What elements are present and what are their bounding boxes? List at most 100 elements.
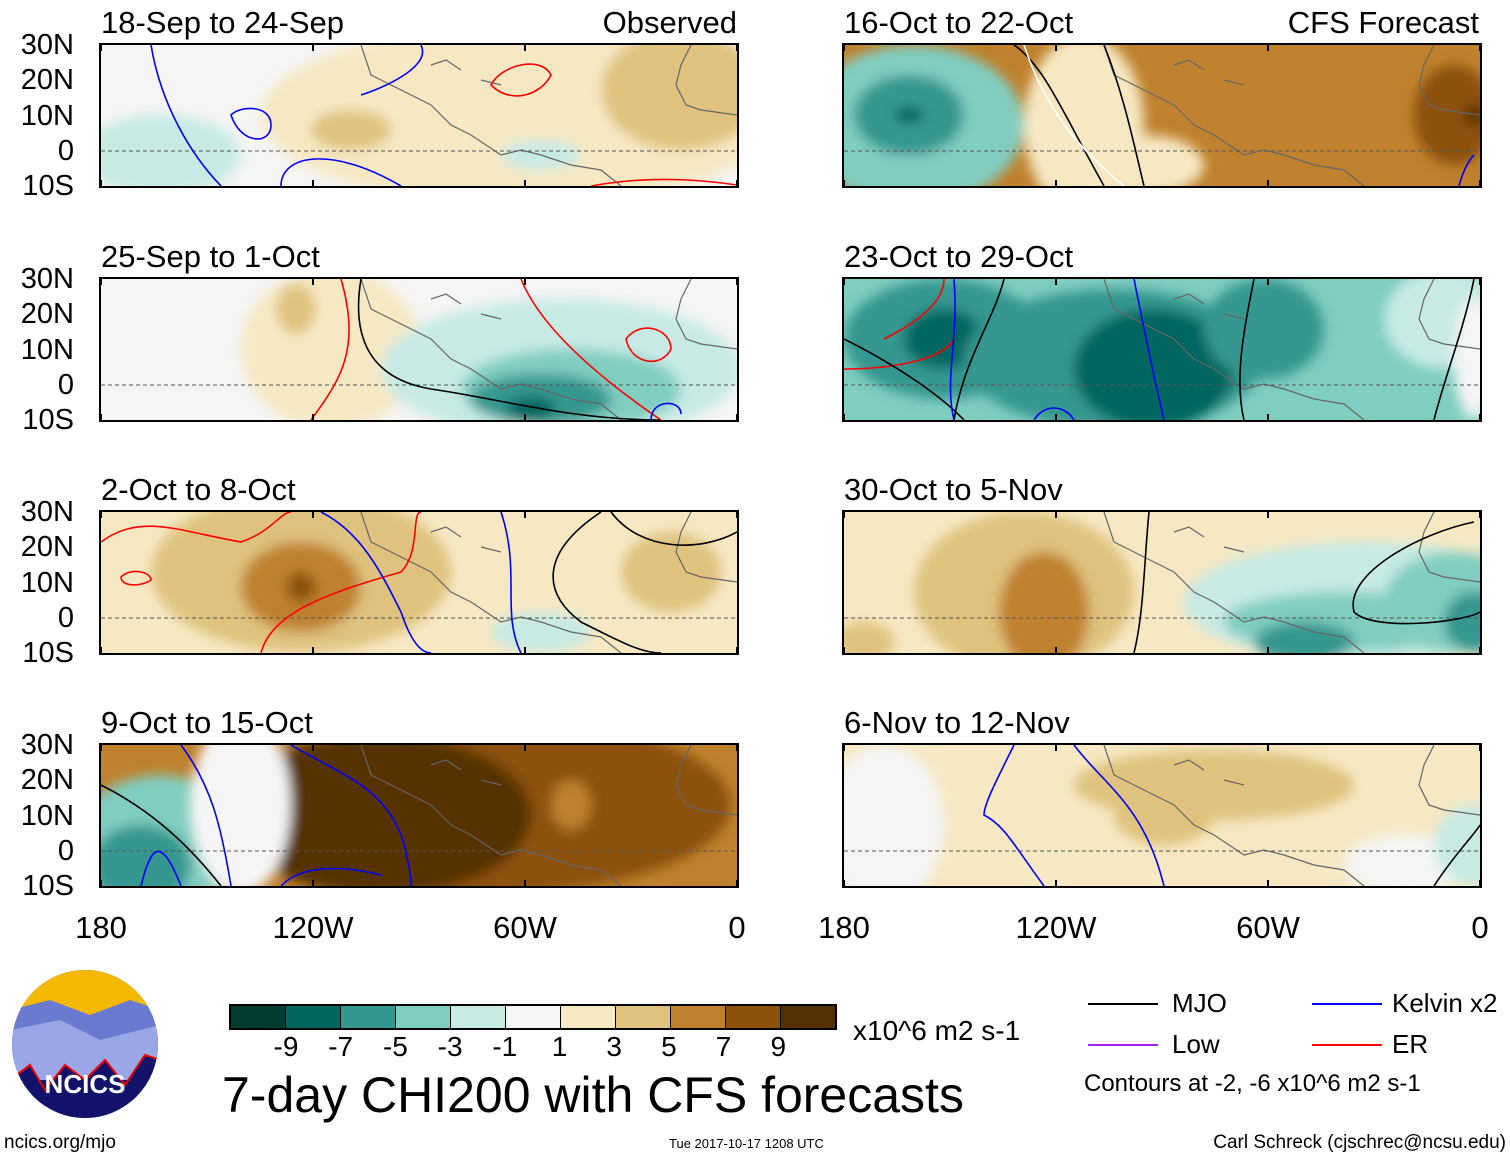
wave-contour (552, 512, 662, 653)
wave-contour (280, 158, 402, 186)
wave-contour (280, 867, 382, 886)
lat-label: 10S (22, 870, 74, 903)
wave-contour (260, 512, 422, 653)
lat-label: 30N (20, 496, 74, 528)
footer-url[interactable]: ncics.org/mjo (4, 1132, 116, 1153)
chi200-anomaly-region (1414, 65, 1480, 165)
lat-label: 20N (20, 298, 74, 331)
lon-label: 120W (1015, 910, 1097, 945)
chi200-anomaly-region (601, 45, 737, 150)
colorbar-tick-label: 5 (661, 1031, 677, 1062)
footer-author: Carl Schreck (cjschrec@ncsu.edu) (1213, 1132, 1506, 1153)
wave-contour (101, 784, 222, 886)
map-panel (842, 743, 1482, 888)
lat-label: 10N (20, 566, 74, 599)
wave-contour (1013, 45, 1105, 186)
chi200-anomaly-region (1434, 805, 1480, 885)
chi200-anomaly-region (904, 309, 984, 369)
wave-contour (1239, 279, 1255, 420)
colorbar-swatch (726, 1006, 781, 1028)
chi200-anomaly-region (506, 397, 556, 420)
chi200-anomaly-region (1204, 279, 1324, 379)
wave-contour (1133, 512, 1150, 653)
panel-title: 9-Oct to 15-Oct (101, 705, 313, 740)
wave-contour (650, 402, 682, 420)
chi200-anomaly-region (551, 780, 591, 830)
lat-label: 10S (22, 170, 74, 203)
panel-title: 16-Oct to 22-Oct (844, 5, 1074, 40)
wave-contour (357, 279, 662, 420)
lat-label: 30N (20, 263, 74, 295)
chi200-anomaly-region (191, 745, 291, 886)
coastline (360, 512, 737, 653)
panel-title: 6-Nov to 12-Nov (844, 705, 1070, 740)
forecast-header: CFS Forecast (1287, 5, 1479, 40)
colorbar (229, 1004, 837, 1030)
chi200-anomaly-region (1114, 785, 1214, 845)
lat-label: 20N (20, 64, 74, 97)
coastline (360, 279, 737, 420)
chi200-anomaly-region (311, 110, 391, 150)
colorbar-swatch (286, 1006, 341, 1028)
chi200-anomaly-region (1464, 105, 1480, 125)
wave-contour (1103, 45, 1145, 186)
wave-contour (1458, 154, 1475, 186)
wave-contour (490, 63, 552, 97)
lon-label: 60W (1236, 910, 1300, 945)
lat-label: 30N (20, 729, 74, 761)
lat-label: 10N (20, 333, 74, 366)
lon-label: 180 (818, 910, 870, 945)
colorbar-swatch (561, 1006, 616, 1028)
map-panel (842, 277, 1482, 422)
chi200-anomaly-region (1344, 835, 1464, 886)
colorbar-tick-label: 1 (551, 1031, 568, 1062)
coastline (1103, 45, 1480, 186)
wave-contour (953, 279, 1005, 420)
lat-label: 10N (20, 99, 74, 132)
lat-label: 0 (57, 134, 74, 167)
lon-label: 120W (272, 910, 354, 945)
map-panel (842, 43, 1482, 188)
lat-label: 10N (20, 799, 74, 832)
wave-contour (983, 745, 1045, 886)
observed-header: Observed (602, 5, 737, 40)
colorbar-swatch (506, 1006, 561, 1028)
footer-timestamp: Tue 2017-10-17 1208 UTC (669, 1136, 824, 1151)
legend-swatch-kelvin (1312, 1003, 1382, 1005)
map-panel (99, 743, 739, 888)
wave-contour (1023, 45, 1125, 186)
chi200-anomaly-region (999, 552, 1089, 653)
wave-contour (101, 512, 292, 543)
coastline (1103, 512, 1480, 653)
wave-contour (360, 45, 424, 96)
colorbar-swatch (341, 1006, 396, 1028)
lat-label: 30N (20, 29, 74, 61)
svg-text:NCICS: NCICS (45, 1069, 126, 1099)
panel-title: 25-Sep to 1-Oct (101, 239, 320, 274)
lat-label: 0 (57, 368, 74, 401)
chi200-anomaly-region (844, 622, 894, 653)
wave-contour (1033, 407, 1075, 420)
lon-label: 0 (1471, 910, 1489, 945)
legend-label-mjo: MJO (1172, 988, 1227, 1018)
wave-contour (883, 279, 945, 340)
map-panel (99, 43, 739, 188)
lat-label: 20N (20, 764, 74, 797)
wave-contour (310, 279, 350, 420)
legend-swatch-low (1088, 1044, 1158, 1046)
wave-contour (290, 745, 412, 886)
wave-contour (590, 178, 737, 186)
coastline (1103, 745, 1480, 886)
wave-contour (140, 850, 182, 886)
chi200-anomaly-region (101, 825, 191, 886)
chi200-anomaly-region (621, 532, 721, 612)
colorbar-swatch (451, 1006, 506, 1028)
wave-contour (320, 512, 432, 653)
legend-swatch-mjo (1088, 1003, 1158, 1005)
lat-label: 0 (57, 601, 74, 634)
colorbar-tick-label: -5 (382, 1031, 408, 1062)
colorbar-swatch (616, 1006, 671, 1028)
lon-label: 180 (75, 910, 127, 945)
contours-note: Contours at -2, -6 x10^6 m2 s-1 (1084, 1070, 1421, 1097)
chi200-anomaly-region (1254, 622, 1354, 653)
